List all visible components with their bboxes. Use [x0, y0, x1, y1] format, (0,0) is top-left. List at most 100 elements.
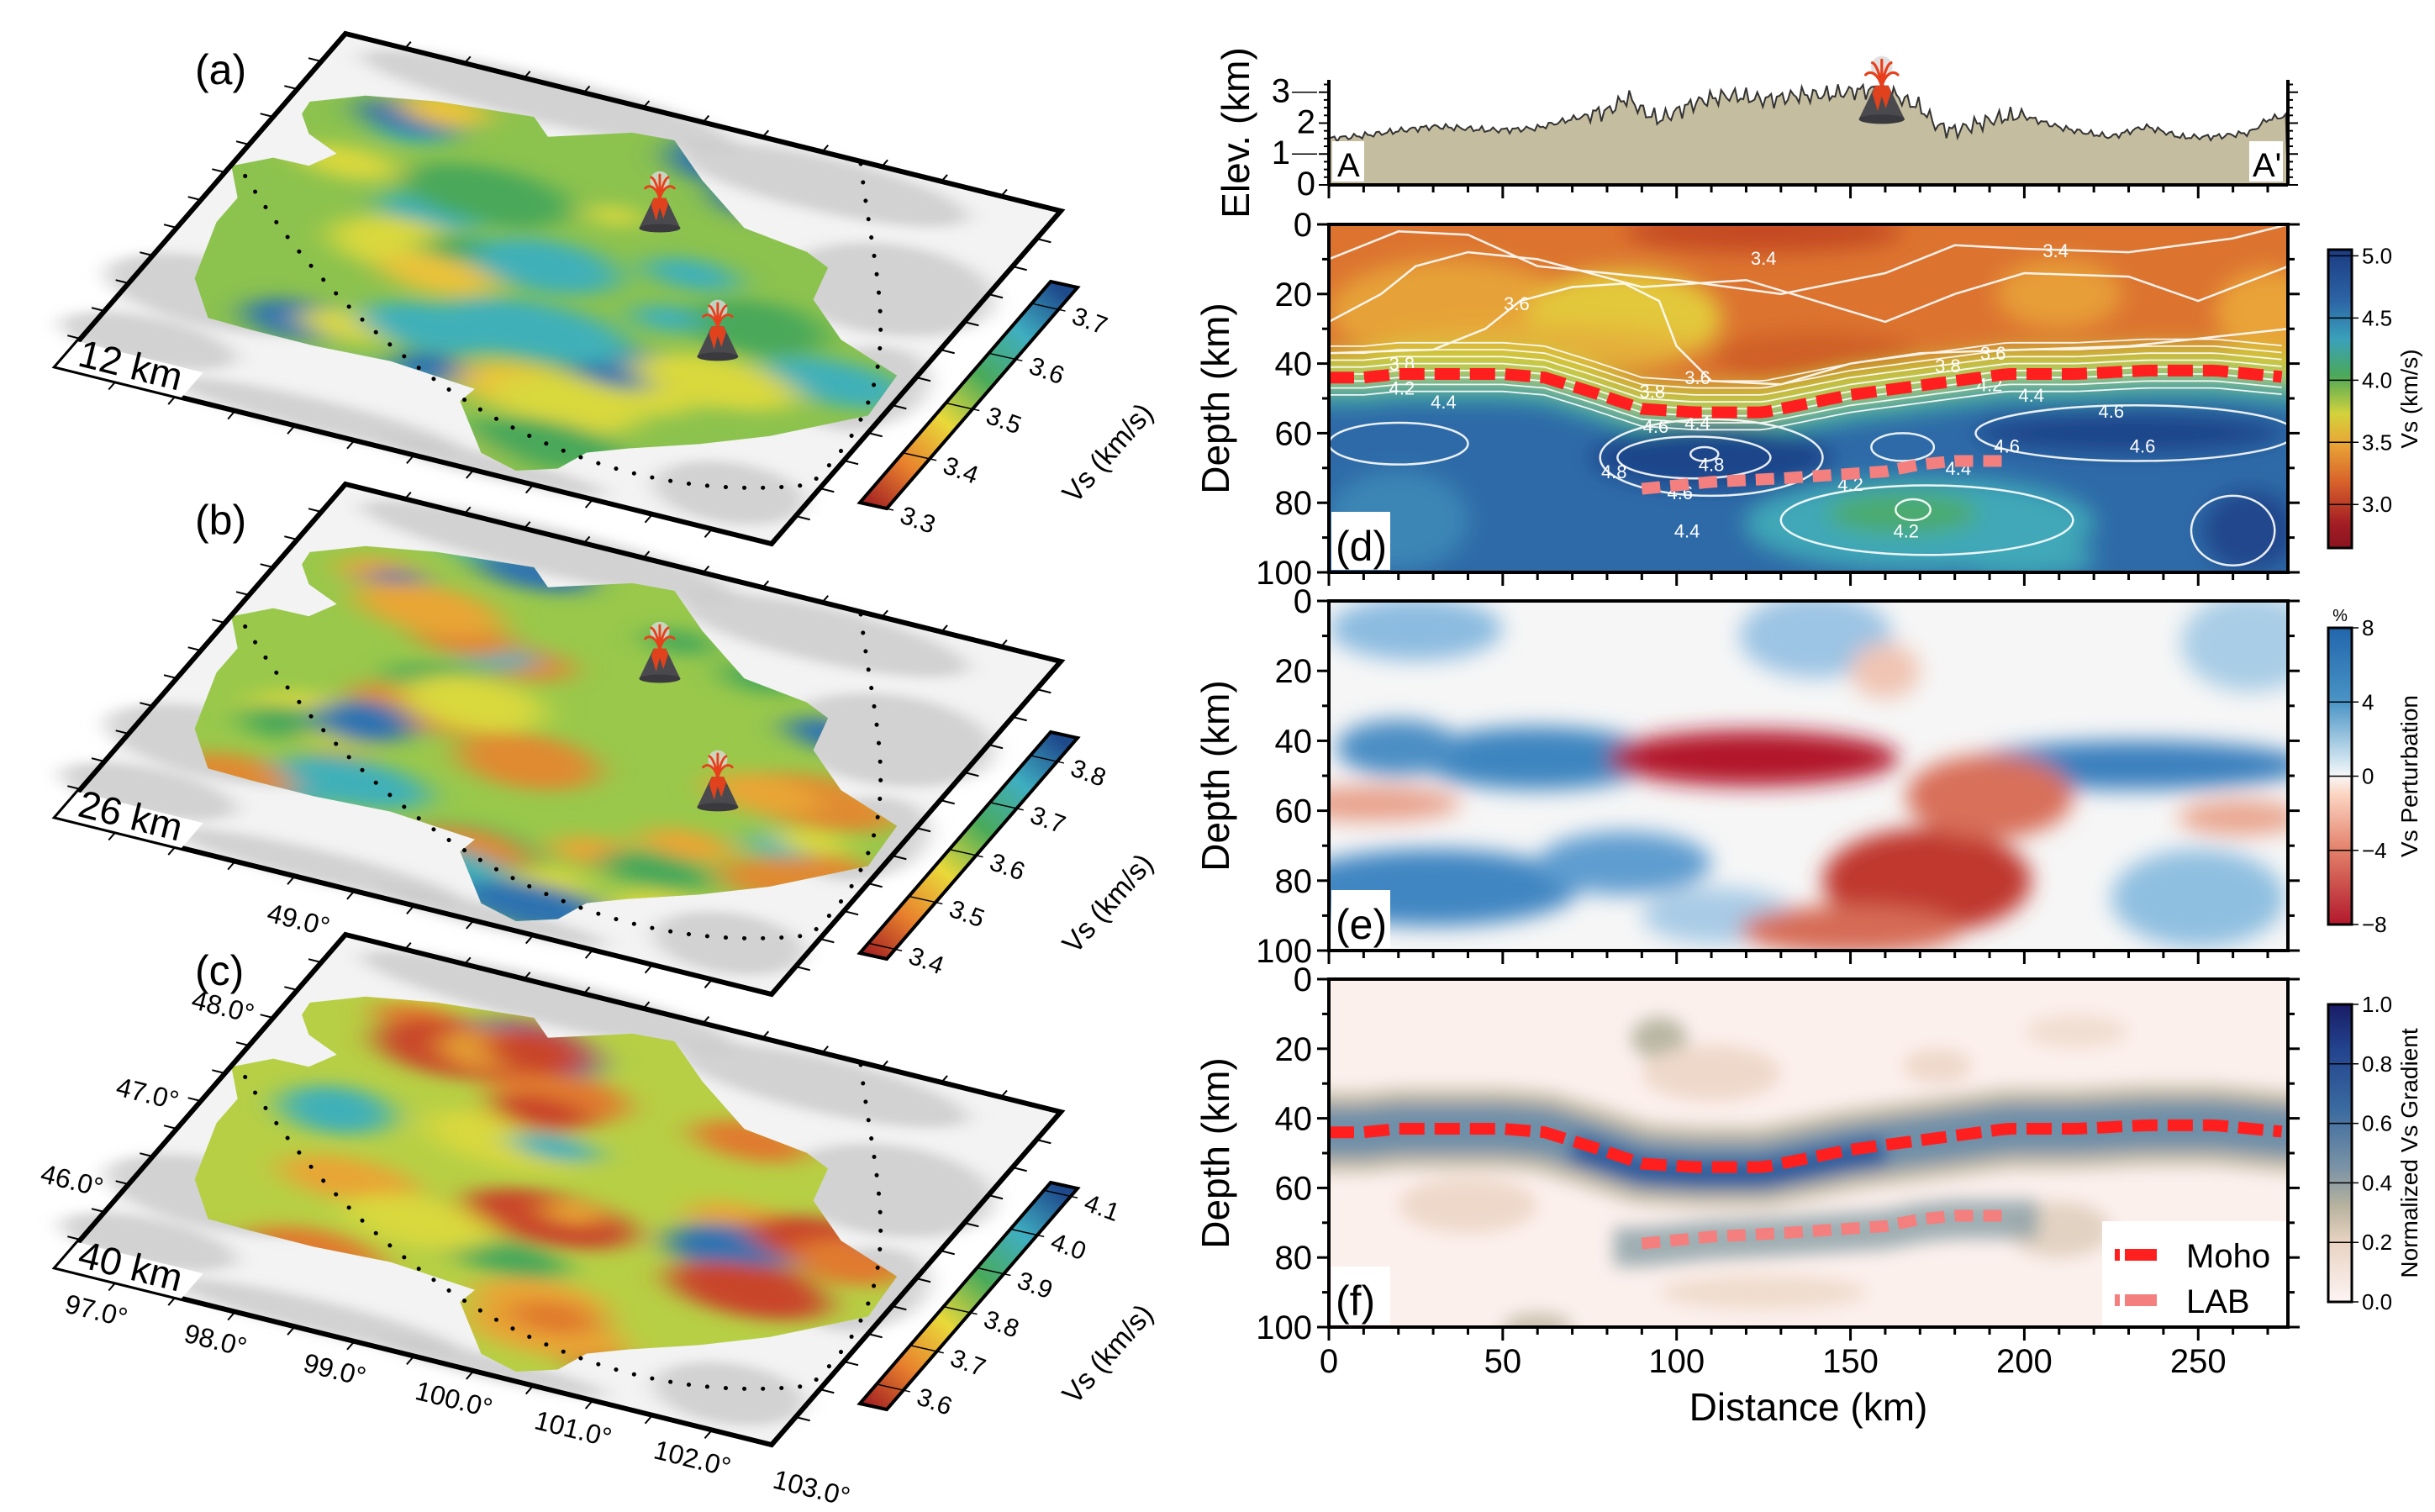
map-tick — [228, 411, 235, 419]
map-b — [20, 471, 1115, 1015]
map-tick — [188, 647, 201, 651]
vs-anomaly — [760, 356, 910, 409]
map-tick — [882, 1061, 888, 1067]
colorbar-tick-label: 3.5 — [2362, 429, 2392, 455]
legend-box — [2102, 1221, 2288, 1326]
colorbar-tick — [949, 848, 983, 858]
contour-line — [1329, 359, 2282, 403]
x-tick-label: 100 — [1648, 1343, 1705, 1380]
map-tick — [941, 1251, 955, 1254]
vs-anomaly — [588, 204, 641, 228]
colorbar-tick-label: 0 — [2362, 764, 2374, 789]
map-tick — [964, 1223, 978, 1226]
colorbar-tick-label: 3.6 — [1025, 352, 1067, 390]
y-tick-label: 0 — [1294, 207, 1312, 244]
vs-anomaly — [644, 256, 739, 292]
contour-line — [1599, 418, 1824, 498]
colorbar-tick — [1031, 303, 1066, 312]
map-tick — [287, 1326, 295, 1335]
map-tick — [941, 1076, 947, 1083]
y-tick-label: 40 — [1275, 1101, 1313, 1138]
map-tick — [212, 1070, 224, 1073]
contour-label: 3.8 — [1935, 356, 1961, 377]
map-tick — [916, 828, 930, 831]
colorbar-tick — [909, 895, 943, 905]
terrain-shade — [678, 592, 968, 677]
colorbar-tick — [1010, 1228, 1045, 1238]
colorbar-tick-label: 4 — [2362, 689, 2374, 714]
colorbar-tick-label: 3.6 — [914, 1383, 956, 1420]
anomaly — [1624, 224, 1903, 253]
colorbar-title: Vs Perturbation — [2396, 695, 2422, 857]
panel-label-box — [1331, 1267, 1390, 1325]
y-tick-label: 100 — [1256, 933, 1312, 970]
y-tick-label: 40 — [1275, 346, 1313, 383]
map-tick — [796, 1417, 810, 1420]
colorbar-title: Vs (km/s) — [1057, 848, 1160, 960]
map-tick — [892, 856, 906, 859]
y-tick-label: 100 — [1256, 555, 1312, 592]
map-a — [20, 20, 1121, 566]
map-tick — [646, 1415, 653, 1424]
map-tick — [892, 1306, 906, 1309]
vs-anomaly — [242, 704, 316, 740]
vs-anomaly — [481, 1029, 591, 1075]
x-tick-label: 50 — [1484, 1343, 1522, 1380]
colorbar-tick-label: 3.7 — [1026, 801, 1068, 839]
vs-anomaly — [452, 1238, 568, 1280]
map-c — [20, 921, 1088, 1459]
y-tick-label: 80 — [1275, 485, 1313, 522]
map-tick — [164, 224, 177, 228]
colorbar-tick-label: 3.4 — [905, 942, 947, 980]
contour-label: 4.6 — [1994, 435, 2020, 456]
map-tick — [916, 1278, 930, 1282]
colorbar-bar — [856, 730, 1081, 961]
colorbar-tick-label: 0.2 — [2362, 1230, 2392, 1255]
map-tick — [526, 1386, 534, 1394]
contour-label: 4.8 — [1699, 455, 1725, 476]
map-tick — [108, 1283, 116, 1291]
map-tick — [405, 943, 411, 950]
end-label-box — [2249, 141, 2283, 182]
anomaly — [2215, 269, 2288, 354]
depth-label-box — [55, 792, 203, 848]
map-tick — [586, 950, 593, 958]
y-tick-label: 40 — [1275, 723, 1313, 760]
map-tick — [820, 1389, 834, 1393]
map-tick — [116, 1181, 129, 1184]
map-tick — [1036, 1140, 1051, 1143]
colorbar-bar — [856, 1180, 1081, 1412]
colorbar-tick-label: 4.1 — [1081, 1189, 1123, 1227]
colorbar-tick — [946, 402, 980, 412]
map-tick — [762, 130, 768, 137]
colorbar-bar — [2327, 248, 2353, 550]
colorbar-tick-label: 0.6 — [2362, 1111, 2392, 1136]
map-tick — [1013, 717, 1027, 720]
vs-anomaly — [314, 699, 414, 744]
map-tick — [868, 883, 883, 887]
map-tick — [92, 1209, 104, 1212]
colorbar-tick-label: 3.8 — [980, 1305, 1022, 1343]
colorbar-tick-label: −8 — [2362, 912, 2387, 937]
colorbar-tick-label: 3.6 — [986, 848, 1028, 886]
y-tick-label: 0 — [1294, 583, 1312, 620]
contour-label: 4.6 — [1643, 416, 1669, 437]
terrain-shade — [174, 377, 462, 454]
y-tick-label: 2 — [1297, 103, 1315, 140]
map-tick — [108, 832, 116, 840]
map-tick — [284, 987, 297, 990]
vs-anomaly — [509, 1299, 598, 1336]
terrain-shade — [376, 1336, 607, 1398]
y-tick-label: 60 — [1275, 793, 1313, 830]
contour-line — [1329, 387, 2282, 431]
colorbar-tick-label: 0.4 — [2362, 1170, 2392, 1195]
latitude-label: 49.0° — [264, 898, 333, 942]
vs-anomaly — [640, 827, 734, 862]
contour-line — [1779, 484, 2074, 556]
terrain-shade — [361, 951, 735, 1051]
vs-gradient-heatmap — [1329, 979, 2288, 1327]
contour-label: 3.6 — [1504, 293, 1530, 314]
anomaly — [1902, 1048, 1973, 1084]
map-tick — [704, 529, 712, 537]
